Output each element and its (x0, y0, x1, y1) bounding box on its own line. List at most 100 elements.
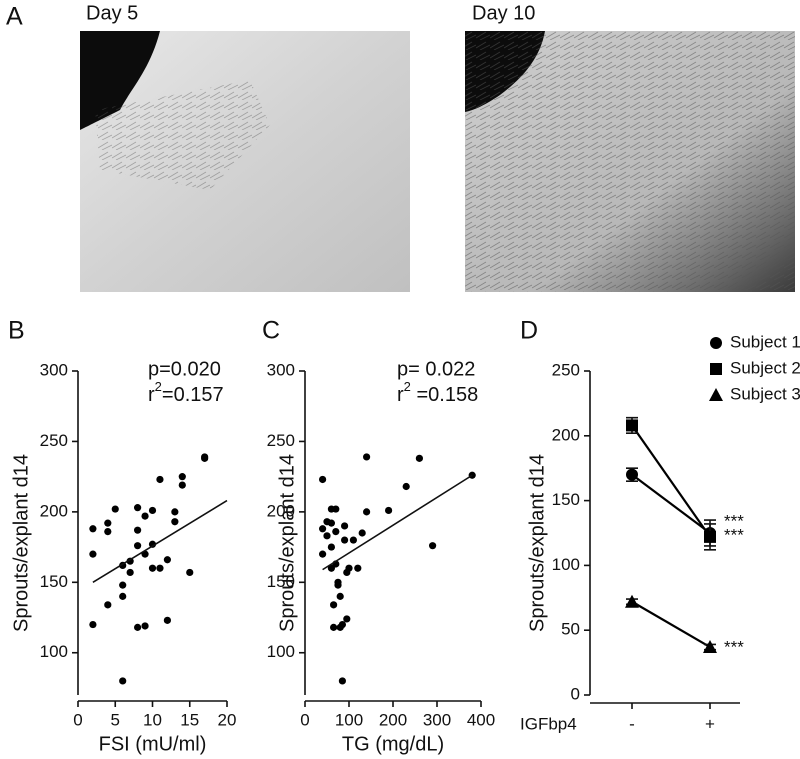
point (89, 550, 97, 558)
y-axis-label: Sprouts/explant d14 (526, 454, 548, 632)
series-line (631, 424, 711, 538)
point (178, 473, 186, 481)
point (126, 568, 134, 577)
point (343, 615, 351, 623)
x-tick-label: 0 (300, 710, 309, 729)
x-tick-label: 5 (111, 710, 120, 729)
point (141, 622, 149, 630)
y-tick-label: 300 (40, 360, 68, 379)
point (163, 616, 171, 624)
x-axis-label: FSI (mU/ml) (99, 733, 207, 755)
point (330, 623, 338, 631)
point (332, 527, 340, 536)
x-tick-label: - (629, 714, 635, 733)
x-axis-label: IGFbp4 (520, 714, 577, 733)
point (332, 505, 340, 513)
panel-label: B (8, 317, 25, 345)
stat-r2-part: r (148, 384, 155, 406)
stat-p: p=0.020 (148, 358, 221, 380)
panel-label: A (6, 3, 23, 31)
point (429, 542, 437, 550)
series-line (631, 473, 711, 534)
legend-marker (709, 388, 723, 401)
point (134, 504, 142, 512)
y-tick-label: 100 (267, 642, 295, 661)
point (363, 508, 371, 516)
point (354, 564, 362, 572)
photo: Day 5 (80, 2, 410, 292)
point (319, 525, 327, 533)
point (402, 482, 410, 491)
point (141, 512, 149, 520)
series-line (631, 600, 711, 648)
x-tick-label: 0 (73, 710, 82, 729)
point (89, 620, 97, 629)
x-axis-label: TG (mg/dL) (342, 733, 444, 755)
y-tick-label: 150 (552, 490, 580, 509)
point (327, 543, 335, 551)
point (156, 564, 164, 572)
point (363, 453, 371, 461)
panel-label: D (520, 317, 538, 345)
point (341, 536, 349, 544)
point (156, 475, 164, 484)
panel-label: C (262, 317, 280, 345)
stat-p: p= 0.022 (397, 358, 475, 380)
point (186, 568, 194, 577)
photo: Day 10 (465, 2, 795, 292)
photo-label: Day 5 (86, 2, 138, 24)
point (385, 506, 393, 515)
y-tick-label: 100 (40, 642, 68, 661)
significance: *** (724, 637, 744, 656)
point (345, 564, 353, 572)
marker (626, 468, 638, 481)
y-tick-label: 200 (552, 425, 580, 444)
point (323, 532, 331, 540)
point (148, 540, 157, 548)
y-tick-label: 300 (267, 360, 295, 379)
y-tick-label: 200 (40, 501, 68, 520)
point (336, 592, 344, 600)
point (349, 536, 357, 544)
photo-label: Day 10 (472, 2, 535, 24)
significance: *** (724, 525, 744, 544)
point (119, 677, 127, 685)
point (178, 481, 186, 489)
y-tick-label: 100 (552, 555, 580, 574)
point (415, 454, 423, 462)
point (171, 508, 179, 516)
marker (704, 530, 716, 543)
y-tick-label: 150 (40, 572, 68, 591)
stat-r2: r2=0.157 (148, 379, 224, 406)
legend-label: Subject 3 (730, 384, 800, 403)
y-tick-label: 0 (571, 684, 580, 703)
legend-marker (710, 337, 722, 349)
x-tick-label: 20 (218, 710, 237, 729)
point (163, 556, 171, 564)
point (319, 550, 327, 558)
point (148, 506, 157, 515)
stat-r2-part: 2 (404, 379, 411, 394)
point (119, 592, 127, 600)
y-tick-label: 150 (267, 572, 295, 591)
point (119, 581, 127, 589)
point (201, 453, 209, 461)
x-tick-label: + (705, 714, 715, 733)
point (338, 677, 346, 685)
x-tick-label: 400 (467, 710, 495, 729)
x-tick-label: 300 (423, 710, 451, 729)
legend-marker (710, 363, 722, 375)
point (319, 475, 327, 484)
point (134, 623, 142, 631)
point (358, 529, 366, 537)
y-axis-label: Sprouts/explant d14 (10, 454, 32, 632)
y-tick-label: 250 (552, 360, 580, 379)
point (341, 522, 349, 530)
y-tick-label: 50 (561, 620, 580, 639)
fit-line (322, 474, 473, 571)
point (104, 527, 112, 536)
point (171, 518, 179, 526)
point (148, 564, 157, 572)
